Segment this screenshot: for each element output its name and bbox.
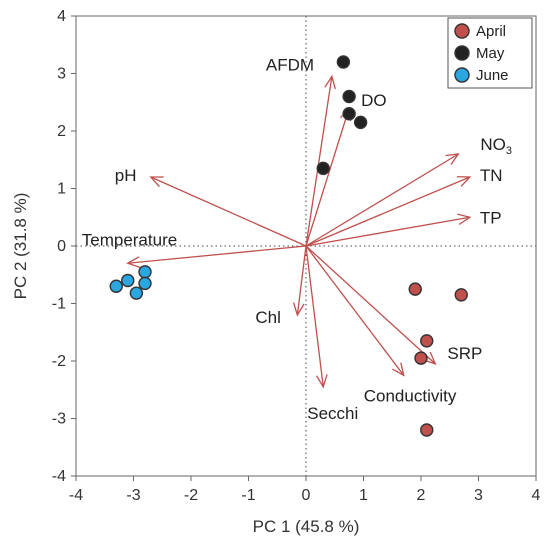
- vector-label: Chl: [255, 308, 281, 327]
- vector-label: pH: [115, 166, 137, 185]
- loading-vector-secchi: Secchi: [305, 245, 358, 423]
- vector-arrowhead: [149, 176, 164, 188]
- vector-line: [305, 76, 333, 247]
- loading-vector-srp: SRP: [305, 245, 482, 365]
- loading-vector-conductivity: Conductivity: [305, 245, 457, 405]
- data-point: [342, 89, 356, 104]
- y-tick-label: 0: [57, 238, 66, 255]
- data-point: [414, 351, 428, 365]
- vector-line: [305, 245, 436, 365]
- x-tick-label: 3: [474, 487, 483, 504]
- data-point: [316, 161, 330, 176]
- data-point: [336, 55, 351, 69]
- vector-line: [305, 107, 350, 247]
- legend-marker: [454, 23, 470, 39]
- x-tick-label: 1: [359, 487, 368, 504]
- y-tick-label: -2: [52, 353, 66, 370]
- vector-line: [127, 245, 307, 264]
- vector-arrowhead: [292, 302, 305, 317]
- vector-label: TP: [480, 208, 502, 227]
- x-tick-label: -2: [184, 487, 198, 504]
- x-axis-title: PC 1 (45.8 %): [253, 517, 360, 536]
- x-tick-label: 4: [532, 487, 541, 504]
- vector-label: NO3: [480, 135, 512, 157]
- vector-line: [305, 216, 470, 247]
- y-tick-label: -1: [52, 296, 66, 313]
- legend-item-june: June: [454, 67, 509, 84]
- vector-arrowhead: [457, 213, 472, 226]
- vector-label: Conductivity: [364, 386, 457, 405]
- x-tick-label: -3: [126, 487, 140, 504]
- loading-vector-chl: Chl: [255, 245, 307, 327]
- vector-label: Secchi: [307, 404, 358, 423]
- x-tick-label: 0: [302, 487, 311, 504]
- data-point: [342, 107, 356, 121]
- loading-vector-temperature: Temperature: [82, 230, 307, 268]
- series-april: [408, 282, 468, 437]
- vector-label: TN: [480, 166, 503, 185]
- vector-arrowhead: [126, 256, 141, 268]
- vector-line: [305, 176, 471, 247]
- data-point: [138, 276, 152, 291]
- data-point: [129, 286, 144, 300]
- y-tick-label: -3: [52, 411, 66, 428]
- data-point: [408, 282, 422, 296]
- vector-label: AFDM: [266, 55, 314, 74]
- y-tick-label: 1: [57, 181, 66, 198]
- x-tick-label: -4: [69, 487, 83, 504]
- y-tick-label: -4: [52, 468, 66, 485]
- vector-line: [305, 245, 324, 387]
- vector-label: SRP: [447, 344, 482, 363]
- y-tick-label: 2: [57, 123, 66, 140]
- data-point: [138, 265, 152, 279]
- loading-vector-tp: TP: [305, 208, 502, 247]
- data-point: [121, 273, 135, 288]
- data-point: [353, 115, 368, 130]
- legend: April May June: [447, 17, 533, 89]
- vector-line: [296, 245, 307, 316]
- legend-label: May: [476, 45, 505, 62]
- vector-label: Temperature: [82, 230, 177, 249]
- legend-label: April: [476, 23, 506, 40]
- vector-arrowhead: [315, 374, 328, 389]
- y-tick-label: 3: [57, 66, 66, 83]
- vector-arrowhead: [445, 153, 460, 166]
- loading-vector-ph: pH: [115, 166, 307, 247]
- vector-line: [305, 153, 459, 247]
- legend-marker: [454, 45, 470, 61]
- data-point: [420, 423, 434, 437]
- data-point: [454, 288, 468, 302]
- x-tick-label: -1: [241, 487, 255, 504]
- y-tick-label: 4: [57, 8, 66, 25]
- data-point: [109, 279, 123, 293]
- x-tick-label: 2: [417, 487, 426, 504]
- axis-ticks: -4 -3 -2 -1 0 1 2 3 4 -4 -3 -2 -1 0 1 2 3 4: [52, 8, 541, 504]
- loading-vector-tn: TN: [305, 166, 503, 247]
- legend-marker: [454, 67, 470, 83]
- series-may: [316, 55, 368, 176]
- series-june: [109, 265, 152, 300]
- vector-arrowhead: [324, 74, 336, 90]
- y-axis-title: PC 2 (31.8 %): [11, 193, 30, 300]
- legend-item-april: April: [454, 23, 506, 40]
- vector-label: DO: [361, 91, 387, 110]
- legend-item-may: May: [454, 45, 505, 62]
- vector-arrowhead: [392, 362, 405, 377]
- loading-vector-no3: NO3: [305, 135, 512, 247]
- vector-line: [305, 245, 405, 376]
- loading-vectors: AFDM DO NO3 TN TP pH Temperature Chl Secchi SRP Co…: [82, 55, 512, 423]
- vector-arrowhead: [422, 351, 437, 365]
- legend-label: June: [476, 67, 509, 84]
- loading-vector-afdm: AFDM: [266, 55, 336, 247]
- score-points: [109, 55, 468, 437]
- vector-arrowhead: [456, 176, 472, 187]
- vector-line: [150, 176, 307, 247]
- data-point: [420, 334, 434, 348]
